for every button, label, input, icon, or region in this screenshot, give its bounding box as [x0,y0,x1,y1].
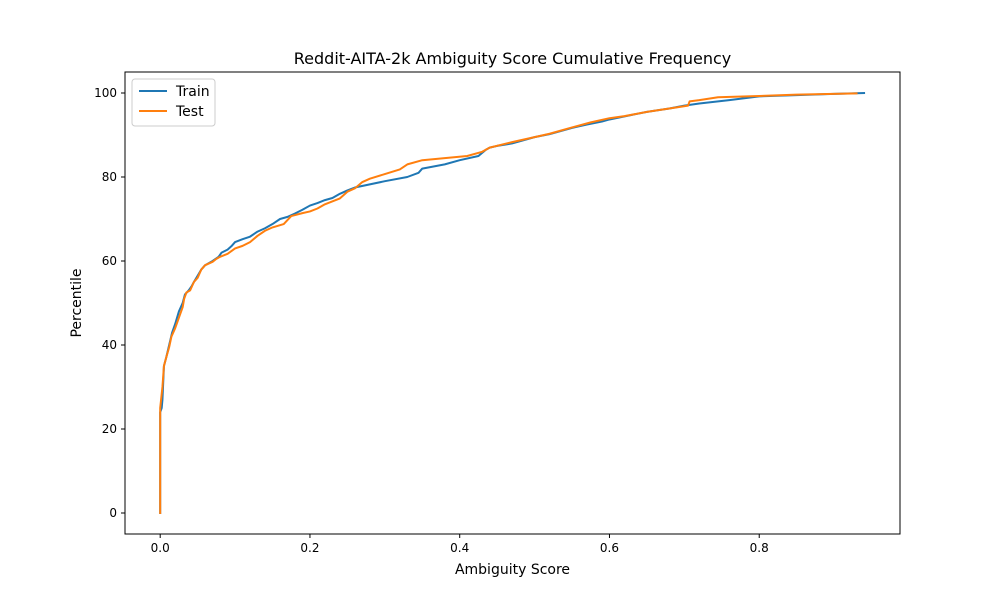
series-line-test [159,92,858,514]
y-axis-ticks: 0 20 40 60 80 100 [94,86,125,520]
chart-title: Reddit-AITA-2k Ambiguity Score Cumulativ… [294,49,731,68]
legend-label-test: Test [175,104,204,120]
y-tick-label: 80 [102,170,117,184]
x-tick-label: 0.2 [300,541,319,555]
y-tick-label: 100 [94,86,117,100]
y-axis-label: Percentile [69,268,85,337]
x-tick-label: 0.8 [750,541,769,555]
y-tick-label: 60 [102,254,117,268]
x-tick-label: 0.6 [600,541,619,555]
x-tick-label: 0.0 [151,541,170,555]
y-tick-label: 0 [109,506,117,520]
x-axis-label: Ambiguity Score [455,562,570,578]
x-tick-label: 0.4 [450,541,469,555]
x-axis-ticks: 0.0 0.2 0.4 0.6 0.8 [151,534,769,555]
plot-area [125,72,900,534]
legend-label-train: Train [175,84,210,100]
series-lines [159,91,866,514]
y-tick-label: 20 [102,422,117,436]
plot-frame [124,71,901,535]
y-tick-label: 40 [102,338,117,352]
legend: Train Test [131,78,216,127]
